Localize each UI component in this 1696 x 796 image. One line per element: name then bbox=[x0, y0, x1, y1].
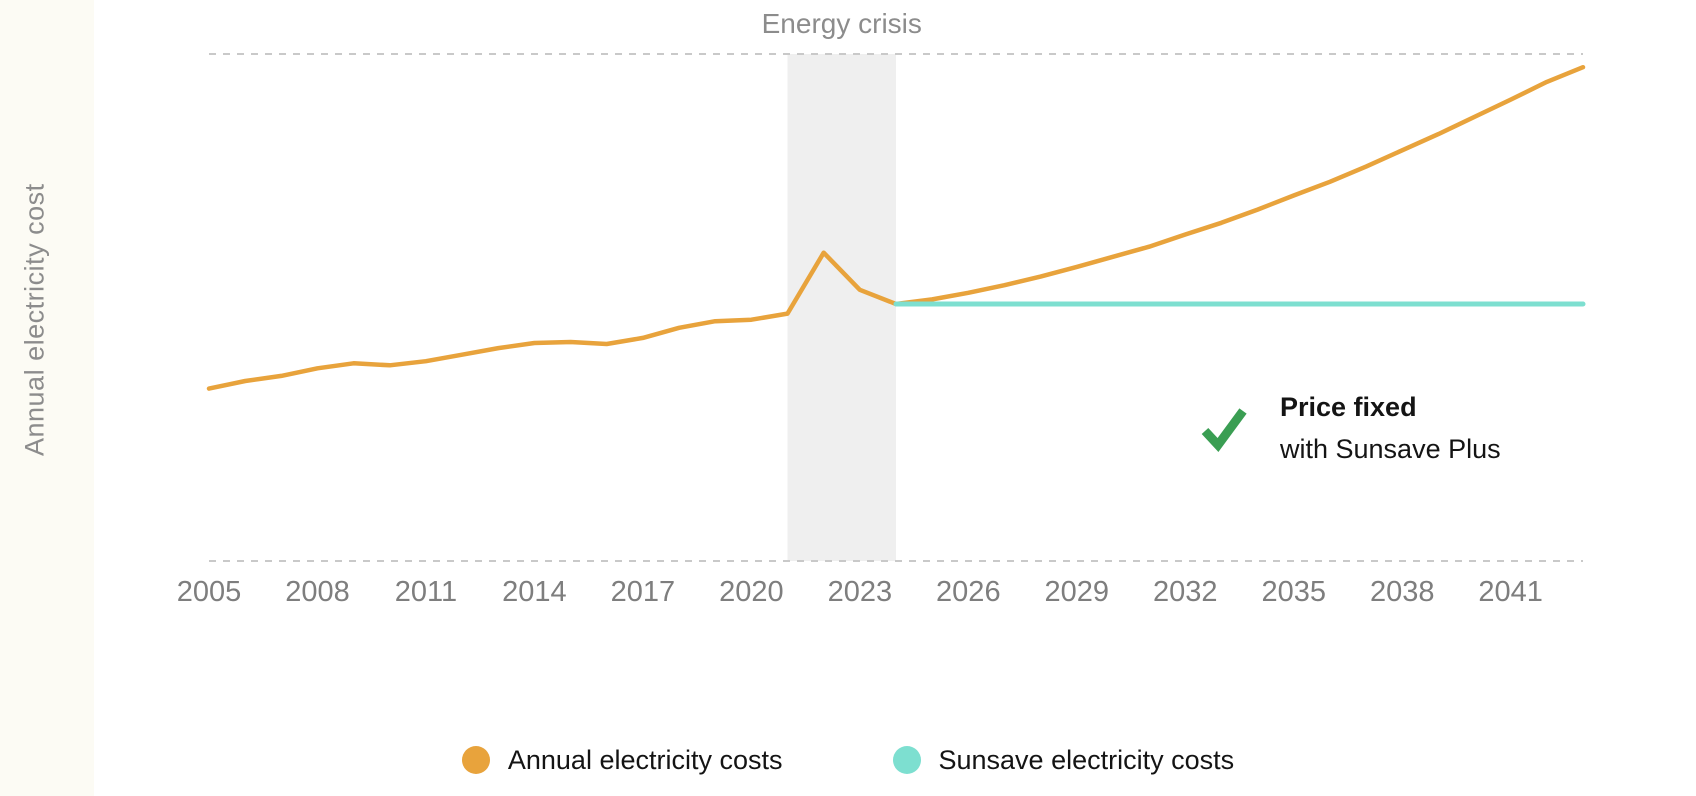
price-fixed-text: Price fixed with Sunsave Plus bbox=[1280, 386, 1501, 470]
x-tick-label: 2008 bbox=[285, 576, 350, 608]
annual-costs-legend-dot-icon bbox=[461, 746, 490, 774]
energy-crisis-annotation: Energy crisis bbox=[761, 8, 922, 39]
x-tick-label: 2032 bbox=[1152, 576, 1218, 608]
legend-label-sunsave-costs: Sunsave electricity costs bbox=[938, 744, 1235, 775]
x-tick-label: 2020 bbox=[719, 576, 784, 608]
x-tick-label: 2035 bbox=[1261, 576, 1326, 608]
chart-legend: Annual electricity costs Sunsave electri… bbox=[0, 736, 1696, 784]
legend-label-annual-costs: Annual electricity costs bbox=[507, 744, 783, 775]
price-fixed-subtitle: with Sunsave Plus bbox=[1280, 434, 1501, 464]
x-tick-label: 2029 bbox=[1044, 576, 1110, 608]
x-axis-ticks: 2005 2008 2011 2014 2017 2020 2023 2026 2029 2032… bbox=[0, 576, 1696, 616]
price-fixed-title: Price fixed bbox=[1280, 392, 1417, 422]
x-tick-label: 2038 bbox=[1369, 576, 1435, 608]
checkmark-icon bbox=[1201, 408, 1247, 453]
x-tick-label: 2011 bbox=[394, 576, 458, 608]
x-tick-label: 2005 bbox=[176, 576, 242, 608]
page-background-strip bbox=[0, 0, 94, 796]
legend-item-annual-costs: Annual electricity costs bbox=[461, 744, 783, 776]
x-tick-label: 2026 bbox=[936, 576, 1001, 608]
x-tick-label: 2023 bbox=[827, 576, 893, 608]
x-tick-label: 2014 bbox=[502, 576, 567, 608]
sunsave-costs-legend-dot-icon bbox=[892, 746, 921, 774]
x-tick-label: 2017 bbox=[610, 576, 676, 608]
price-fixed-annotation: Price fixed with Sunsave Plus bbox=[1198, 386, 1501, 470]
x-tick-label: 2041 bbox=[1478, 576, 1543, 608]
legend-item-sunsave-costs: Sunsave electricity costs bbox=[892, 744, 1235, 776]
energy-crisis-band bbox=[787, 54, 896, 561]
